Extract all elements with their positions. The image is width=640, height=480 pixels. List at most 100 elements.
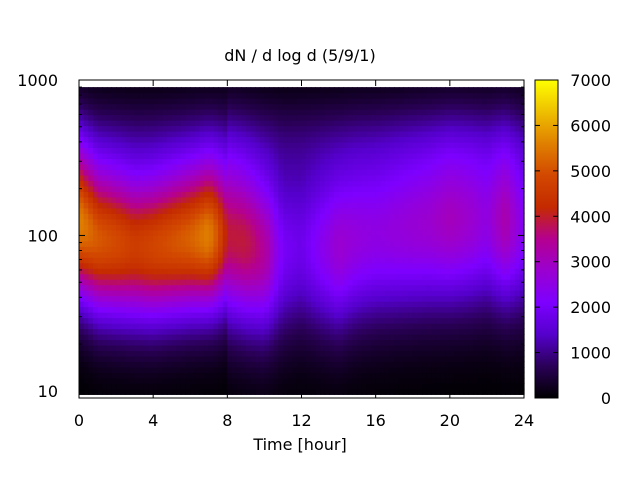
heatmap-cell bbox=[88, 339, 94, 346]
heatmap-cell bbox=[329, 87, 335, 94]
heatmap-cell bbox=[167, 284, 173, 291]
heatmap-cell bbox=[125, 339, 131, 346]
heatmap-cell bbox=[143, 388, 150, 395]
heatmap-cell bbox=[435, 290, 442, 297]
heatmap-cell bbox=[333, 344, 340, 352]
heatmap-cell bbox=[380, 388, 386, 395]
heatmap-cell bbox=[273, 218, 279, 225]
heatmap-cell bbox=[139, 92, 145, 99]
heatmap-cell bbox=[477, 334, 483, 341]
heatmap-cell bbox=[366, 350, 372, 357]
heatmap-cell bbox=[435, 141, 442, 149]
heatmap-cell bbox=[194, 301, 201, 308]
heatmap-cell bbox=[366, 109, 372, 116]
heatmap-cell bbox=[282, 361, 289, 368]
heatmap-cell bbox=[120, 323, 126, 330]
heatmap-cell bbox=[208, 174, 215, 181]
heatmap-cell bbox=[190, 158, 196, 165]
heatmap-cell bbox=[394, 163, 400, 171]
heatmap-cell bbox=[440, 196, 446, 203]
heatmap-cell bbox=[106, 103, 113, 110]
heatmap-cell bbox=[338, 98, 344, 105]
heatmap-cell bbox=[236, 141, 242, 149]
heatmap-cell bbox=[473, 323, 479, 330]
heatmap-cell bbox=[227, 185, 233, 192]
heatmap-cell bbox=[227, 246, 233, 253]
heatmap-cell bbox=[259, 141, 266, 149]
heatmap-cell bbox=[333, 339, 340, 346]
heatmap-cell bbox=[245, 317, 252, 324]
heatmap-cell bbox=[422, 301, 428, 308]
heatmap-cell bbox=[222, 383, 228, 390]
heatmap-cell bbox=[167, 141, 173, 149]
heatmap-cell bbox=[120, 141, 126, 149]
heatmap-cell bbox=[361, 213, 367, 220]
heatmap-cell bbox=[357, 295, 363, 302]
heatmap-cell bbox=[394, 279, 400, 286]
heatmap-cell bbox=[120, 339, 126, 346]
heatmap-cell bbox=[120, 125, 126, 132]
heatmap-cell bbox=[111, 312, 117, 319]
heatmap-cell bbox=[79, 180, 85, 187]
heatmap-cell bbox=[278, 229, 284, 236]
heatmap-cell bbox=[171, 136, 177, 143]
heatmap-cell bbox=[352, 334, 358, 341]
heatmap-cell bbox=[92, 279, 99, 286]
heatmap-cell bbox=[255, 273, 261, 280]
heatmap-cell bbox=[347, 350, 354, 357]
heatmap-cell bbox=[371, 251, 377, 258]
heatmap-cell bbox=[227, 92, 233, 99]
heatmap-cell bbox=[194, 163, 201, 171]
heatmap-cell bbox=[426, 98, 432, 105]
heatmap-cell bbox=[366, 196, 372, 203]
heatmap-cell bbox=[83, 125, 89, 132]
heatmap-cell bbox=[454, 301, 460, 308]
heatmap-cell bbox=[120, 355, 126, 363]
heatmap-cell bbox=[125, 323, 131, 330]
heatmap-cell bbox=[473, 207, 479, 214]
heatmap-cell bbox=[116, 295, 122, 302]
heatmap-cell bbox=[231, 174, 238, 181]
heatmap-cell bbox=[120, 158, 126, 165]
heatmap-cell bbox=[227, 251, 233, 258]
heatmap-cell bbox=[102, 284, 108, 291]
heatmap-cell bbox=[259, 262, 266, 269]
heatmap-cell bbox=[306, 339, 312, 346]
heatmap-cell bbox=[139, 355, 145, 363]
heatmap-cell bbox=[408, 196, 414, 203]
heatmap-cell bbox=[167, 169, 173, 176]
heatmap-cell bbox=[315, 323, 321, 330]
heatmap-cell bbox=[371, 196, 377, 203]
heatmap-cell bbox=[139, 174, 145, 181]
heatmap-cell bbox=[287, 125, 293, 132]
heatmap-cell bbox=[171, 180, 177, 187]
heatmap-cell bbox=[375, 114, 381, 121]
heatmap-cell bbox=[102, 366, 108, 374]
heatmap-cell bbox=[468, 366, 474, 374]
heatmap-cell bbox=[180, 339, 187, 346]
heatmap-cell bbox=[431, 262, 437, 269]
heatmap-cell bbox=[102, 323, 108, 330]
heatmap-cell bbox=[153, 191, 159, 198]
heatmap-cell bbox=[292, 98, 298, 105]
heatmap-cell bbox=[273, 109, 279, 116]
heatmap-cell bbox=[310, 366, 317, 374]
heatmap-cell bbox=[264, 169, 270, 176]
heatmap-cell bbox=[301, 141, 307, 149]
heatmap-cell bbox=[176, 103, 182, 110]
heatmap-cell bbox=[357, 246, 363, 253]
heatmap-cell bbox=[431, 207, 437, 214]
heatmap-cell bbox=[134, 125, 140, 132]
heatmap-cell bbox=[102, 131, 108, 138]
heatmap-cell bbox=[190, 323, 196, 330]
heatmap-cell bbox=[287, 202, 293, 209]
heatmap-cell bbox=[250, 317, 256, 324]
heatmap-cell bbox=[83, 180, 89, 187]
heatmap-cell bbox=[213, 323, 219, 330]
heatmap-cell bbox=[185, 377, 191, 384]
heatmap-cell bbox=[255, 218, 261, 225]
heatmap-cell bbox=[97, 218, 103, 225]
heatmap-cell bbox=[315, 218, 321, 225]
heatmap-cell bbox=[139, 366, 145, 374]
heatmap-cell bbox=[199, 152, 205, 160]
